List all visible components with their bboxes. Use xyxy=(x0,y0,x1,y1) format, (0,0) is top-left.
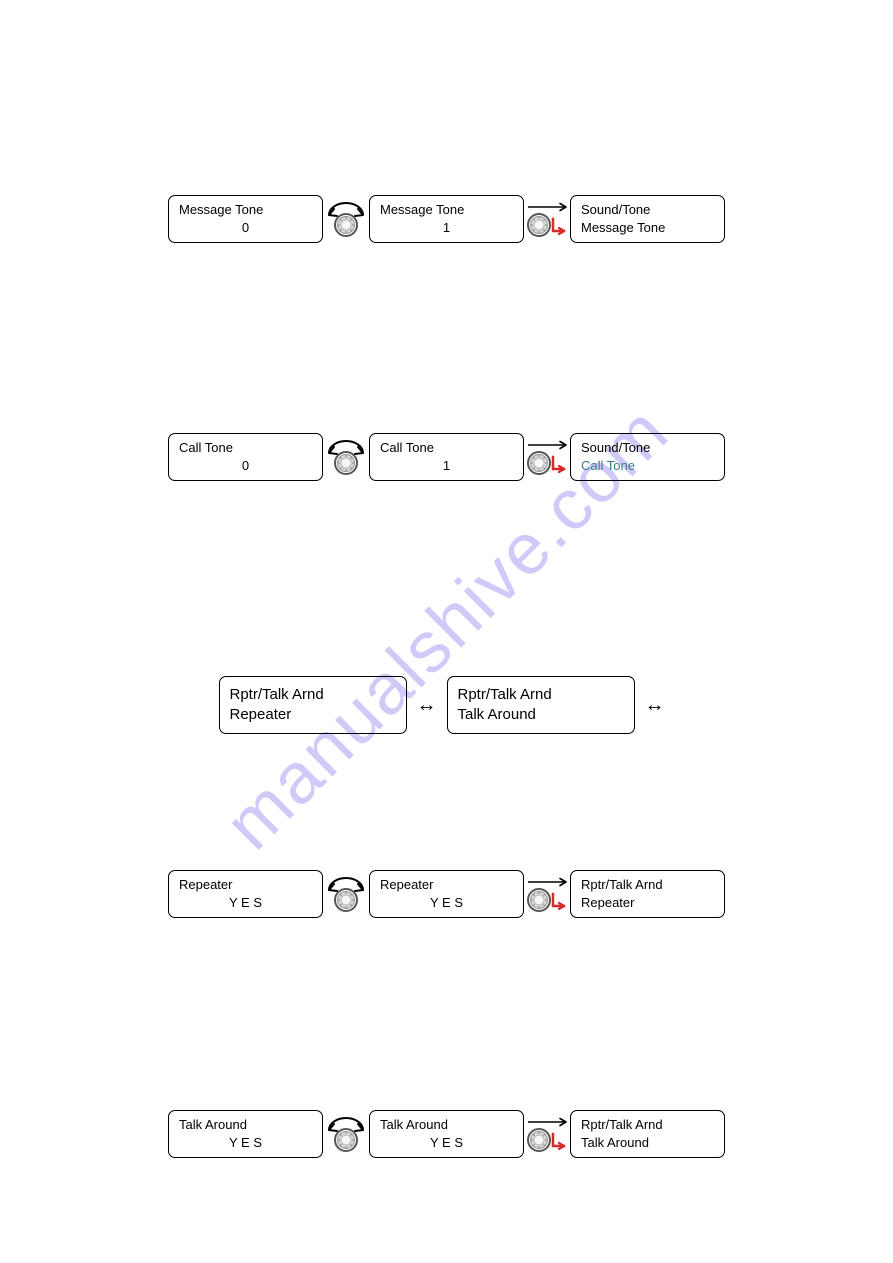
row-talkaround: Talk Around Y E S Talk Around Y E S Rptr… xyxy=(0,1110,893,1158)
value: Message Tone xyxy=(581,219,714,237)
value: Y E S xyxy=(179,894,312,912)
row-call-tone: Call Tone 0 Call Tone 1 Sound/Tone Call … xyxy=(0,433,893,481)
box-sound-tone-message: Sound/Tone Message Tone xyxy=(570,195,725,243)
value: Talk Around xyxy=(581,1134,714,1152)
box-repeater-yes-b: Repeater Y E S xyxy=(369,870,524,918)
box-rptr-talkaround-b: Rptr/Talk Arnd Talk Around xyxy=(570,1110,725,1158)
label: Sound/Tone xyxy=(581,439,714,457)
label: Sound/Tone xyxy=(581,201,714,219)
knob-push-icon xyxy=(524,1114,570,1154)
knob-rotate-icon xyxy=(323,1114,369,1154)
box-repeater-yes-a: Repeater Y E S xyxy=(168,870,323,918)
value: Y E S xyxy=(380,894,513,912)
label: Rptr/Talk Arnd xyxy=(581,876,714,894)
box-sound-tone-call: Sound/Tone Call Tone xyxy=(570,433,725,481)
value: Repeater xyxy=(230,705,396,725)
label: Rptr/Talk Arnd xyxy=(581,1116,714,1134)
label: Talk Around xyxy=(179,1116,312,1134)
box-message-tone-0: Message Tone 0 xyxy=(168,195,323,243)
row-message-tone: Message Tone 0 Message Tone 1 Sound/Tone… xyxy=(0,195,893,243)
value: Y E S xyxy=(380,1134,513,1152)
value: Talk Around xyxy=(458,705,624,725)
box-rptr-talkaround: Rptr/Talk Arnd Talk Around xyxy=(447,676,635,734)
box-rptr-repeater-b: Rptr/Talk Arnd Repeater xyxy=(570,870,725,918)
box-rptr-repeater: Rptr/Talk Arnd Repeater xyxy=(219,676,407,734)
value: 0 xyxy=(179,219,312,237)
label: Repeater xyxy=(380,876,513,894)
box-message-tone-1: Message Tone 1 xyxy=(369,195,524,243)
label: Rptr/Talk Arnd xyxy=(230,685,396,705)
row-repeater: Repeater Y E S Repeater Y E S Rptr/Talk … xyxy=(0,870,893,918)
value: 0 xyxy=(179,457,312,475)
value: 1 xyxy=(380,457,513,475)
box-talkaround-yes-b: Talk Around Y E S xyxy=(369,1110,524,1158)
double-arrow-icon: ↔ xyxy=(407,695,447,715)
value: Call Tone xyxy=(581,457,714,475)
value: 1 xyxy=(380,219,513,237)
knob-push-icon xyxy=(524,874,570,914)
knob-rotate-icon xyxy=(323,874,369,914)
box-call-tone-0: Call Tone 0 xyxy=(168,433,323,481)
knob-rotate-icon xyxy=(323,199,369,239)
row-rptr-talkaround: Rptr/Talk Arnd Repeater ↔ Rptr/Talk Arnd… xyxy=(0,676,893,734)
double-arrow-icon: ↔ xyxy=(635,695,675,715)
label: Message Tone xyxy=(179,201,312,219)
box-talkaround-yes-a: Talk Around Y E S xyxy=(168,1110,323,1158)
label: Call Tone xyxy=(380,439,513,457)
label: Rptr/Talk Arnd xyxy=(458,685,624,705)
knob-push-icon xyxy=(524,437,570,477)
label: Repeater xyxy=(179,876,312,894)
value: Repeater xyxy=(581,894,714,912)
label: Talk Around xyxy=(380,1116,513,1134)
knob-push-icon xyxy=(524,199,570,239)
value: Y E S xyxy=(179,1134,312,1152)
label: Call Tone xyxy=(179,439,312,457)
label: Message Tone xyxy=(380,201,513,219)
box-call-tone-1: Call Tone 1 xyxy=(369,433,524,481)
knob-rotate-icon xyxy=(323,437,369,477)
